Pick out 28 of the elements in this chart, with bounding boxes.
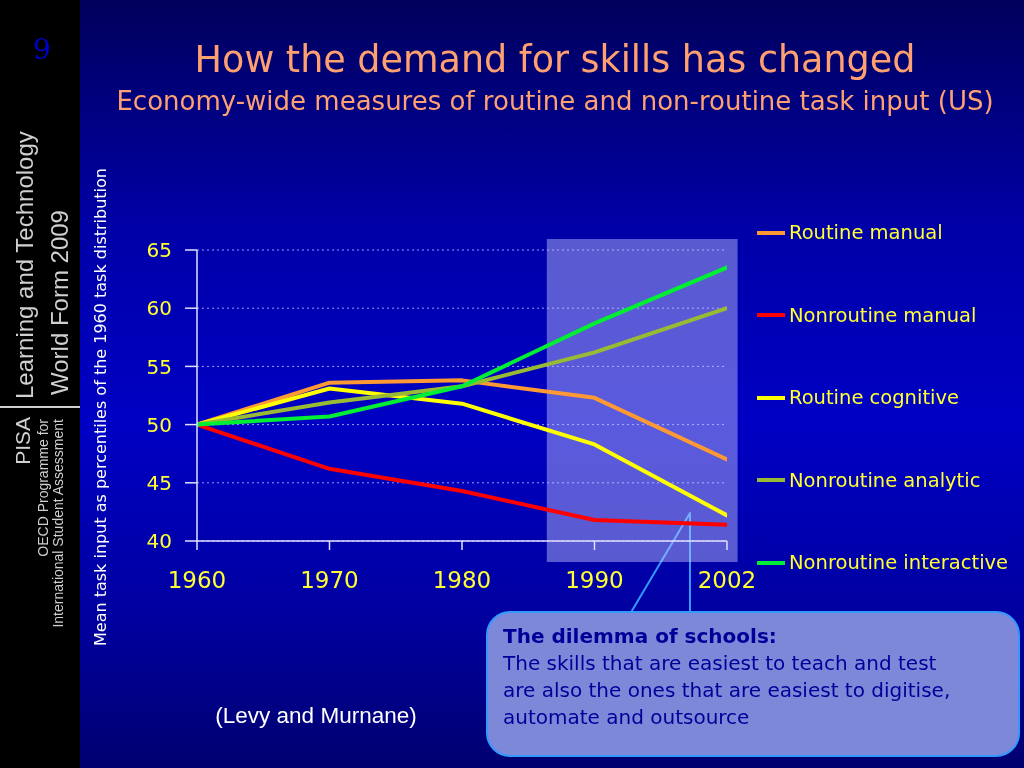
- x-tick-label: 1970: [300, 567, 359, 593]
- x-tick-label: 2002: [697, 567, 757, 593]
- text: (Levy and Murnane): [215, 702, 417, 729]
- text: International Student Assessment: [50, 419, 67, 628]
- legend-label: Nonroutine manual: [789, 303, 977, 327]
- y-tick-label: 45: [146, 470, 172, 495]
- x-tick-label: 1960: [167, 567, 227, 593]
- chart-title: How the demand for skills has changed: [194, 37, 916, 81]
- x-tick-label: 1980: [432, 567, 492, 593]
- text: OECD Programme for: [35, 419, 52, 557]
- y-tick-label: 40: [146, 529, 172, 554]
- legend-label: Nonroutine analytic: [789, 468, 981, 492]
- text: 9: [33, 32, 51, 66]
- y-tick-label: 60: [146, 296, 172, 321]
- legend-label: Nonroutine interactive: [789, 551, 1009, 574]
- text: World Form 2009: [45, 210, 74, 395]
- legend-label: Routine manual: [789, 221, 943, 244]
- y-tick-label: 55: [146, 354, 172, 379]
- chart-subtitle: Economy-wide measures of routine and non-routine task input (US): [116, 86, 994, 116]
- y-axis-title: Mean task input as percentiles of the 1960 task distribution: [90, 168, 110, 646]
- line-series: [197, 265, 727, 427]
- legend-label: Routine cognitive: [789, 386, 959, 409]
- y-tick-label: 50: [146, 412, 172, 437]
- y-tick-label: 65: [146, 238, 172, 263]
- x-tick-label: 1990: [565, 567, 624, 593]
- callout-box: The dilemma of schools: The skills that are easiest to teach and test are also the ones that are easiest to digitise, automate and outsource: [486, 611, 1020, 757]
- text: Learning and Technology: [10, 131, 39, 399]
- text: PISA: [11, 417, 35, 465]
